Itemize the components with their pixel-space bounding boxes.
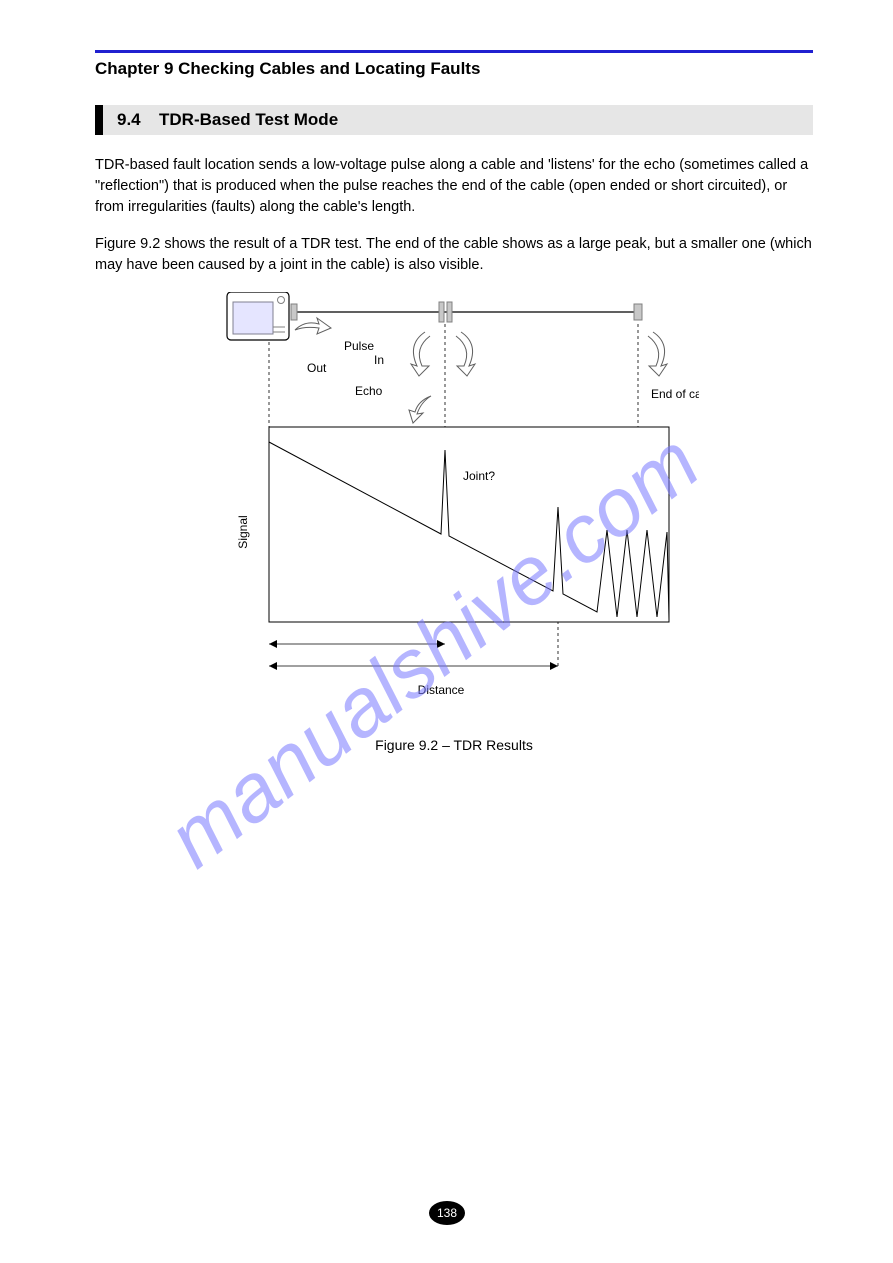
- page-number-text: 138: [436, 1206, 456, 1220]
- tdr-diagram: Pulse Out In Echo End of cable Joint?: [209, 292, 699, 722]
- header-rule: [95, 50, 813, 53]
- figure-caption: Figure 9.2 – TDR Results: [209, 737, 699, 753]
- paragraph-2: Figure 9.2 shows the result of a TDR tes…: [95, 234, 813, 276]
- chapter-title: Chapter 9 Checking Cables and Locating F…: [95, 59, 813, 79]
- label-echo: Echo: [355, 384, 383, 398]
- section-heading: 9.4 TDR-Based Test Mode: [95, 105, 813, 135]
- figure: Pulse Out In Echo End of cable Joint?: [209, 292, 699, 753]
- paragraph-1: TDR-based fault location sends a low-vol…: [95, 155, 813, 218]
- label-out: Out: [307, 361, 327, 375]
- section-title: TDR-Based Test Mode: [159, 110, 338, 129]
- label-signal: Signal: [236, 515, 250, 548]
- page-number: 138: [421, 1199, 473, 1227]
- label-distance: Distance: [418, 683, 465, 697]
- label-end: End of cable: [651, 387, 699, 401]
- label-joint: Joint?: [463, 469, 495, 483]
- label-pulse: Pulse: [344, 339, 374, 353]
- label-in: In: [374, 353, 384, 367]
- section-number: 9.4: [117, 110, 141, 129]
